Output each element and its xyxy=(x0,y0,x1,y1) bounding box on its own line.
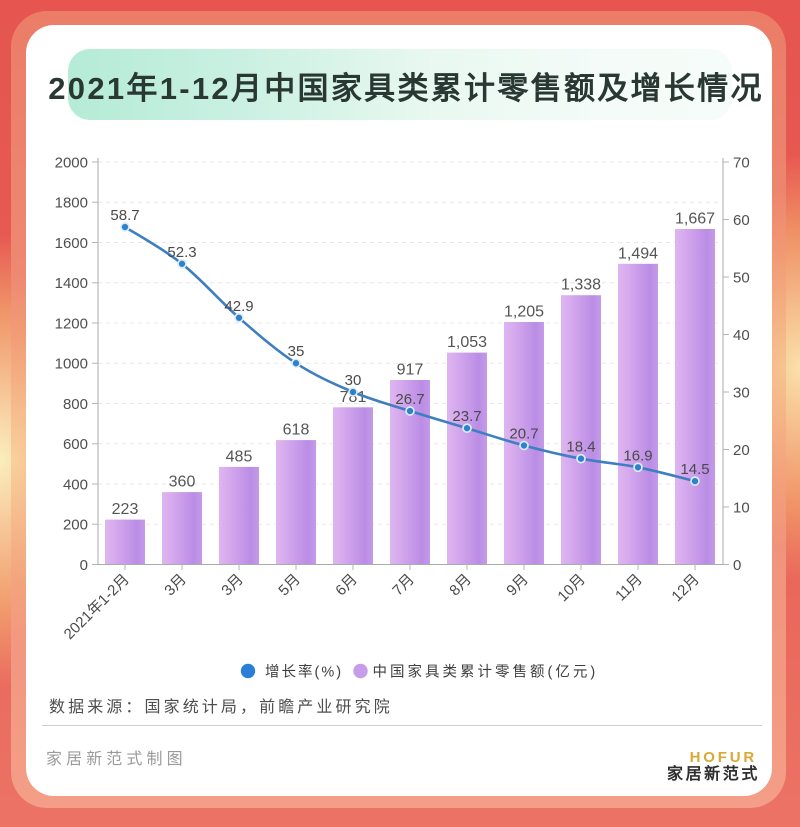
svg-text:40: 40 xyxy=(733,327,750,344)
svg-text:223: 223 xyxy=(112,501,139,518)
svg-text:360: 360 xyxy=(169,474,196,491)
svg-text:2000: 2000 xyxy=(55,154,88,171)
svg-text:60: 60 xyxy=(733,212,750,229)
svg-text:1,667: 1,667 xyxy=(675,211,715,228)
svg-text:52.3: 52.3 xyxy=(167,244,196,261)
svg-text:16.9: 16.9 xyxy=(623,447,652,464)
svg-text:485: 485 xyxy=(226,448,253,465)
svg-text:10: 10 xyxy=(733,499,750,516)
svg-text:2021年1-2月: 2021年1-2月 xyxy=(61,571,133,643)
svg-text:增长率(%): 增长率(%) xyxy=(265,664,343,681)
svg-text:3月: 3月 xyxy=(218,571,247,600)
svg-text:30: 30 xyxy=(345,372,362,389)
svg-text:20.7: 20.7 xyxy=(509,426,538,443)
svg-text:HOFUR: HOFUR xyxy=(690,749,757,766)
svg-text:917: 917 xyxy=(397,362,424,379)
svg-text:0: 0 xyxy=(80,557,88,574)
svg-text:30: 30 xyxy=(733,384,750,401)
svg-text:9月: 9月 xyxy=(503,571,532,600)
svg-text:1,338: 1,338 xyxy=(561,277,601,294)
svg-text:中国家具类累计零售额(亿元): 中国家具类累计零售额(亿元) xyxy=(373,664,599,681)
svg-text:781: 781 xyxy=(340,389,367,406)
svg-text:200: 200 xyxy=(63,517,88,534)
svg-text:1200: 1200 xyxy=(55,315,88,332)
svg-text:50: 50 xyxy=(733,269,750,286)
svg-text:800: 800 xyxy=(63,396,88,413)
svg-text:5月: 5月 xyxy=(275,571,304,600)
svg-text:1800: 1800 xyxy=(55,195,88,212)
svg-text:0: 0 xyxy=(733,557,741,574)
svg-text:70: 70 xyxy=(733,154,750,171)
svg-text:8月: 8月 xyxy=(446,571,475,600)
svg-text:6月: 6月 xyxy=(332,571,361,600)
svg-text:家居新范式制图: 家居新范式制图 xyxy=(46,750,187,768)
svg-text:1000: 1000 xyxy=(55,356,88,373)
svg-text:数据来源：国家统计局，前瞻产业研究院: 数据来源：国家统计局，前瞻产业研究院 xyxy=(49,698,393,716)
svg-text:618: 618 xyxy=(283,422,310,439)
svg-text:1600: 1600 xyxy=(55,235,88,252)
svg-text:18.4: 18.4 xyxy=(566,439,595,456)
svg-text:10月: 10月 xyxy=(554,571,588,605)
svg-text:20: 20 xyxy=(733,442,750,459)
svg-text:7月: 7月 xyxy=(389,571,418,600)
svg-text:58.7: 58.7 xyxy=(110,207,139,224)
svg-text:1400: 1400 xyxy=(55,275,88,292)
svg-text:26.7: 26.7 xyxy=(395,391,424,408)
svg-text:1,053: 1,053 xyxy=(447,334,487,351)
svg-text:35: 35 xyxy=(288,343,305,360)
svg-text:23.7: 23.7 xyxy=(452,408,481,425)
svg-text:3月: 3月 xyxy=(161,571,190,600)
svg-text:600: 600 xyxy=(63,436,88,453)
svg-text:1,205: 1,205 xyxy=(504,304,544,321)
svg-text:11月: 11月 xyxy=(612,571,646,605)
svg-text:12月: 12月 xyxy=(668,571,702,605)
svg-text:42.9: 42.9 xyxy=(224,298,253,315)
svg-text:家居新范式: 家居新范式 xyxy=(667,764,760,783)
svg-text:400: 400 xyxy=(63,476,88,493)
svg-text:14.5: 14.5 xyxy=(680,461,709,478)
svg-text:1,494: 1,494 xyxy=(618,245,658,262)
